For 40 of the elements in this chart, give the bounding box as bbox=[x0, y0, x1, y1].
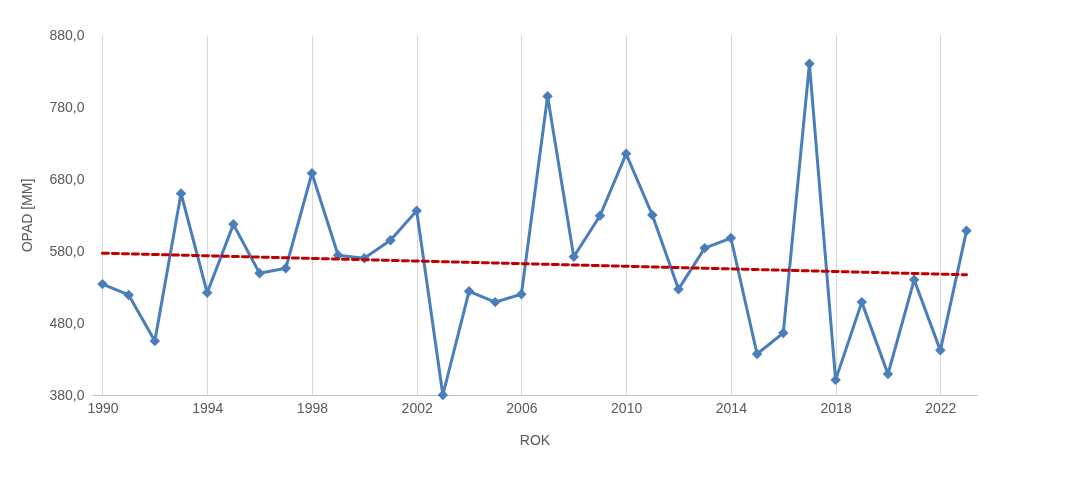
point bbox=[385, 234, 396, 246]
point bbox=[123, 289, 134, 301]
point bbox=[463, 286, 475, 297]
x-tick-label: 2002 bbox=[401, 399, 433, 416]
y-tick-label: 380,0 bbox=[49, 386, 85, 403]
x-tick-label: 2018 bbox=[820, 399, 852, 416]
y-axis-title: OPAD [MM] bbox=[19, 178, 36, 253]
point bbox=[647, 209, 658, 221]
point bbox=[411, 205, 422, 216]
point bbox=[594, 210, 606, 221]
x-axis-title: ROK bbox=[519, 431, 551, 448]
point bbox=[961, 225, 972, 237]
x-tick-label: 2022 bbox=[925, 399, 957, 416]
x-tick-label: 2006 bbox=[506, 399, 538, 416]
x-tick-label: 2010 bbox=[611, 399, 643, 416]
point bbox=[620, 148, 632, 160]
point bbox=[725, 232, 737, 244]
y-tick-label: 880,0 bbox=[49, 26, 85, 43]
point bbox=[778, 327, 789, 339]
point bbox=[516, 288, 527, 300]
point bbox=[228, 219, 239, 230]
x-tick-label: 1990 bbox=[87, 399, 119, 416]
point bbox=[254, 268, 265, 279]
point bbox=[201, 287, 213, 298]
y-tick-label: 480,0 bbox=[49, 314, 85, 331]
y-tick-label: 780,0 bbox=[49, 98, 85, 115]
point bbox=[568, 251, 580, 262]
point bbox=[280, 263, 291, 274]
y-tick-label: 680,0 bbox=[49, 170, 85, 187]
point bbox=[97, 278, 108, 290]
y-tick-label: 580,0 bbox=[49, 242, 85, 259]
point bbox=[751, 348, 763, 360]
x-tick-label: 1998 bbox=[296, 399, 329, 416]
point bbox=[149, 335, 161, 347]
x-tick-label: 2014 bbox=[715, 399, 748, 416]
x-tick-label: 1994 bbox=[192, 399, 224, 416]
point bbox=[699, 242, 710, 254]
point bbox=[673, 283, 684, 295]
point bbox=[489, 296, 501, 308]
point bbox=[856, 296, 868, 308]
